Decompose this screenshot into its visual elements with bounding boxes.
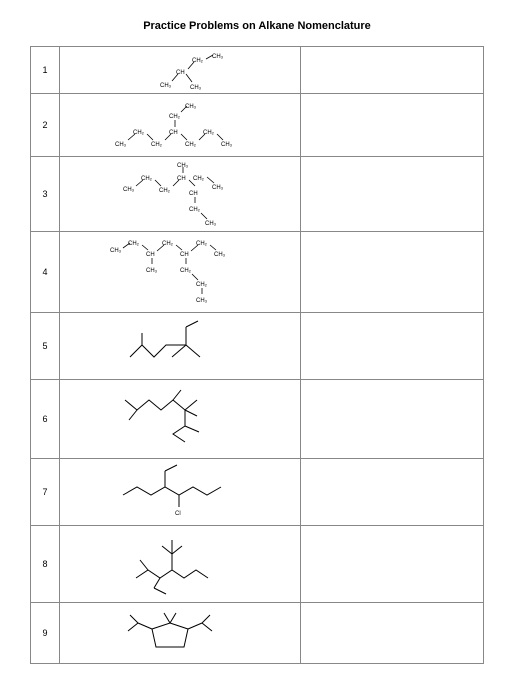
row-number: 2 [31, 94, 60, 157]
svg-text:CH: CH [169, 130, 178, 136]
row-number: 7 [31, 459, 60, 526]
svg-text:CH₂: CH₂ [189, 207, 201, 213]
structure-6 [95, 382, 265, 456]
answer-cell [301, 232, 484, 313]
svg-text:CH₂: CH₂ [185, 142, 197, 148]
structure-cell: Cl [60, 459, 301, 526]
svg-text:CH₂: CH₂ [141, 176, 153, 182]
row-number: 6 [31, 380, 60, 459]
table-row: 3 CH₃ CH₂ CH₂ CH CH₂ CH₃ C [31, 157, 484, 232]
table-row: 6 [31, 380, 484, 459]
structure-9 [100, 605, 260, 661]
svg-text:CH₃: CH₃ [177, 163, 189, 169]
answer-cell [301, 313, 484, 380]
structure-1: CH₃ CH CH₂ CH₃ CH₃ [120, 49, 240, 91]
table-row: 2 CH₃ CH₂ CH₂ CH CH₂ CH₂ CH₃ [31, 94, 484, 157]
structure-7: Cl [95, 461, 265, 523]
page-title: Practice Problems on Alkane Nomenclature [30, 20, 484, 32]
svg-text:CH₃: CH₃ [185, 104, 197, 110]
svg-text:CH: CH [176, 70, 185, 76]
structure-2: CH₃ CH₂ CH₂ CH CH₂ CH₂ CH₃ CH₂ [95, 96, 265, 154]
svg-text:CH₂: CH₂ [159, 188, 171, 194]
svg-text:CH: CH [146, 252, 155, 258]
table-row: 1 CH₃ CH CH₂ CH₃ CH₃ [31, 47, 484, 94]
svg-text:CH₂: CH₂ [169, 114, 181, 120]
table-row: 7 Cl [31, 459, 484, 526]
svg-text:CH₂: CH₂ [162, 241, 174, 247]
svg-text:CH₃: CH₃ [110, 248, 122, 254]
svg-text:CH₂: CH₂ [196, 241, 208, 247]
svg-text:CH₃: CH₃ [205, 221, 217, 227]
svg-text:CH₂: CH₂ [180, 268, 192, 274]
structure-cell [60, 603, 301, 664]
structure-5 [100, 315, 260, 377]
structure-cell [60, 526, 301, 603]
answer-cell [301, 380, 484, 459]
cl-label: Cl [175, 511, 181, 517]
svg-text:CH₃: CH₃ [123, 187, 135, 193]
svg-text:CH₃: CH₃ [115, 142, 127, 148]
structure-4: CH₃ CH₂ CH CH₂ CH CH₂ CH₃ CH₃ [90, 234, 270, 310]
svg-text:CH₂: CH₂ [193, 176, 205, 182]
svg-text:CH₃: CH₃ [190, 85, 202, 91]
structure-cell: CH₃ CH₂ CH₂ CH CH₂ CH₃ CH₃ CH [60, 157, 301, 232]
svg-text:CH₂: CH₂ [196, 282, 208, 288]
svg-text:CH₃: CH₃ [214, 252, 226, 258]
svg-text:CH₂: CH₂ [151, 142, 163, 148]
svg-text:CH₂: CH₂ [203, 130, 215, 136]
svg-text:CH₃: CH₃ [221, 142, 233, 148]
structure-cell: CH₃ CH CH₂ CH₃ CH₃ [60, 47, 301, 94]
answer-cell [301, 526, 484, 603]
svg-text:CH₃: CH₃ [146, 268, 158, 274]
row-number: 1 [31, 47, 60, 94]
svg-text:CH: CH [180, 252, 189, 258]
structure-cell: CH₃ CH₂ CH CH₂ CH CH₂ CH₃ CH₃ [60, 232, 301, 313]
table-row: 8 [31, 526, 484, 603]
row-number: 3 [31, 157, 60, 232]
row-number: 5 [31, 313, 60, 380]
row-number: 8 [31, 526, 60, 603]
answer-cell [301, 47, 484, 94]
svg-text:CH₂: CH₂ [192, 58, 204, 64]
row-number: 4 [31, 232, 60, 313]
structure-8 [100, 528, 260, 600]
problems-table: 1 CH₃ CH CH₂ CH₃ CH₃ 2 [30, 46, 484, 664]
worksheet-page: Practice Problems on Alkane Nomenclature… [0, 0, 514, 700]
structure-cell [60, 313, 301, 380]
svg-text:CH₃: CH₃ [160, 83, 172, 89]
structure-cell: CH₃ CH₂ CH₂ CH CH₂ CH₂ CH₃ CH₂ [60, 94, 301, 157]
svg-text:CH₃: CH₃ [196, 298, 208, 304]
svg-text:CH: CH [189, 191, 198, 197]
svg-text:CH₂: CH₂ [128, 241, 140, 247]
structure-cell [60, 380, 301, 459]
row-number: 9 [31, 603, 60, 664]
answer-cell [301, 603, 484, 664]
table-row: 5 [31, 313, 484, 380]
svg-text:CH₃: CH₃ [212, 54, 224, 60]
answer-cell [301, 459, 484, 526]
svg-text:CH₃: CH₃ [212, 185, 224, 191]
answer-cell [301, 94, 484, 157]
table-row: 4 CH₃ CH₂ CH CH₂ CH CH₂ CH₃ [31, 232, 484, 313]
svg-text:CH: CH [177, 176, 186, 182]
svg-text:CH₂: CH₂ [133, 130, 145, 136]
table-row: 9 [31, 603, 484, 664]
answer-cell [301, 157, 484, 232]
structure-3: CH₃ CH₂ CH₂ CH CH₂ CH₃ CH₃ CH [95, 159, 265, 229]
